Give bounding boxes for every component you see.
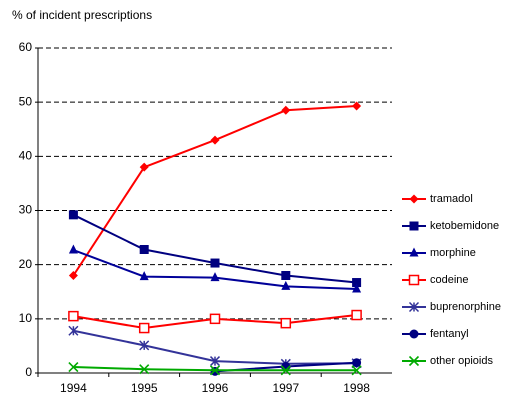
y-tick-label: 10 <box>19 311 33 325</box>
marker <box>280 365 291 376</box>
marker <box>210 272 220 282</box>
legend-label: other opioids <box>430 355 493 367</box>
marker <box>409 247 419 257</box>
marker <box>351 309 362 321</box>
marker <box>139 340 150 351</box>
marker <box>139 364 150 375</box>
marker <box>68 271 78 280</box>
marker <box>68 244 78 254</box>
marker <box>68 361 79 373</box>
x-tick-label: 1998 <box>343 381 370 395</box>
marker <box>138 322 150 334</box>
marker <box>209 365 221 376</box>
marker <box>352 278 362 288</box>
y-tick-label: 0 <box>25 365 32 379</box>
marker <box>409 221 419 231</box>
marker <box>408 301 420 313</box>
y-tick-label: 40 <box>19 149 33 163</box>
y-axis-label: % of incident prescriptions <box>12 8 152 22</box>
marker <box>68 325 79 336</box>
legend-label: buprenorphine <box>430 301 501 313</box>
marker <box>281 280 291 290</box>
marker <box>139 245 149 254</box>
x-tick-label: 1994 <box>60 381 87 395</box>
y-tick-label: 30 <box>19 203 33 217</box>
marker <box>352 358 362 368</box>
y-tick-label: 50 <box>19 94 33 108</box>
marker <box>281 271 291 280</box>
marker <box>409 194 419 204</box>
legend-label: tramadol <box>430 193 473 205</box>
marker <box>281 105 291 115</box>
marker <box>68 210 78 220</box>
marker <box>210 135 220 145</box>
marker <box>409 329 419 339</box>
y-tick-label: 60 <box>19 40 33 54</box>
x-tick-label: 1995 <box>131 381 158 395</box>
y-tick-label: 20 <box>19 257 33 271</box>
marker <box>351 365 362 376</box>
marker <box>408 355 420 367</box>
x-tick-label: 1996 <box>202 381 229 395</box>
marker <box>210 258 220 268</box>
marker <box>209 356 221 367</box>
legend-label: morphine <box>430 247 476 259</box>
marker <box>352 101 362 111</box>
marker <box>139 271 149 281</box>
marker <box>139 162 149 172</box>
x-tick-label: 1997 <box>272 381 299 395</box>
series-line <box>73 249 357 291</box>
legend-label: ketobemidone <box>430 220 499 232</box>
legend-label: fentanyl <box>430 328 469 340</box>
marker <box>68 310 79 322</box>
marker <box>280 317 292 329</box>
marker <box>209 313 221 325</box>
series-line <box>72 104 357 277</box>
marker <box>352 283 362 293</box>
legend-label: codeine <box>430 274 469 286</box>
marker <box>408 274 420 286</box>
